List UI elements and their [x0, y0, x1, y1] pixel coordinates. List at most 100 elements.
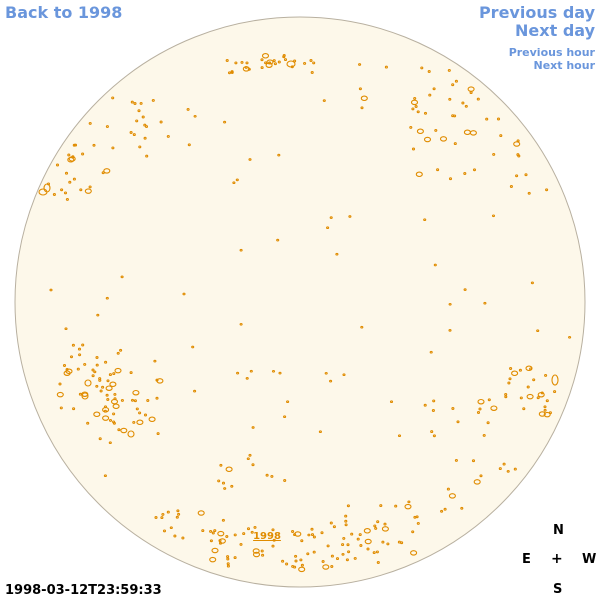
- contour-mark: [175, 515, 179, 519]
- contour-mark: [473, 479, 481, 485]
- contour-mark: [381, 526, 389, 532]
- contour-mark: [394, 504, 398, 508]
- contour-mark: [364, 538, 372, 545]
- contour-mark: [271, 369, 276, 373]
- contour-mark: [88, 121, 92, 125]
- year-link-label[interactable]: 1998: [253, 531, 281, 542]
- contour-mark: [511, 370, 519, 377]
- compass-south: S: [553, 582, 563, 597]
- year-link[interactable]: 1998: [253, 531, 281, 542]
- contour-mark: [532, 378, 536, 382]
- contour-mark: [525, 365, 533, 372]
- contour-mark: [72, 143, 76, 147]
- contour-mark: [209, 539, 213, 543]
- contour-mark: [103, 474, 107, 478]
- contour-mark: [353, 556, 357, 560]
- previous-day-link[interactable]: Previous day: [478, 3, 595, 22]
- contour-mark: [346, 543, 350, 547]
- contour-mark: [372, 551, 376, 555]
- contour-mark: [283, 479, 287, 482]
- contour-mark: [498, 467, 502, 471]
- contour-mark: [291, 530, 295, 533]
- contour-mark: [120, 275, 124, 279]
- contour-mark: [56, 391, 64, 398]
- contour-mark: [568, 335, 572, 339]
- back-to-year-link[interactable]: Back to 1998: [5, 3, 123, 22]
- previous-hour-link[interactable]: Previous hour: [508, 46, 595, 59]
- contour-mark: [278, 371, 282, 375]
- contour-mark: [322, 99, 326, 102]
- contour-mark: [530, 281, 534, 285]
- contour-mark: [58, 382, 62, 386]
- contour-mark: [91, 368, 95, 372]
- next-day-link[interactable]: Next day: [515, 21, 595, 40]
- contour-mark: [193, 389, 197, 393]
- contour-mark: [246, 457, 250, 461]
- contour-mark: [432, 87, 436, 91]
- contour-mark: [476, 97, 480, 101]
- contour-mark: [182, 292, 186, 296]
- contour-mark: [108, 441, 112, 445]
- contour-mark: [329, 379, 333, 383]
- contour-mark: [225, 59, 229, 62]
- contour-mark: [515, 174, 519, 178]
- contour-mark: [64, 171, 69, 175]
- contour-mark: [148, 416, 156, 423]
- contour-mark: [347, 550, 351, 554]
- contour-mark: [544, 373, 548, 377]
- contour-mark: [469, 130, 477, 136]
- contour-mark: [112, 403, 120, 410]
- contour-mark: [137, 109, 141, 113]
- contour-mark: [84, 379, 92, 387]
- contour-mark: [277, 153, 281, 157]
- contour-mark: [300, 539, 304, 543]
- contour-mark: [518, 368, 522, 372]
- next-hour-link[interactable]: Next hour: [533, 59, 596, 72]
- contour-mark: [416, 110, 420, 114]
- contour-mark: [139, 101, 143, 105]
- contour-mark: [133, 399, 137, 403]
- contour-mark: [112, 412, 116, 416]
- contour-mark: [230, 484, 234, 488]
- contour-mark: [312, 535, 316, 539]
- contour-mark: [251, 463, 255, 467]
- contour-mark: [329, 216, 333, 219]
- contour-mark: [508, 377, 512, 381]
- contour-mark: [375, 550, 379, 554]
- observation-timestamp: 1998-03-12T23:59:33: [5, 583, 162, 598]
- contour-mark: [283, 58, 288, 62]
- contour-mark: [507, 381, 511, 385]
- compass-east: E: [522, 552, 531, 567]
- contour-mark: [176, 509, 180, 513]
- contour-mark: [132, 133, 136, 137]
- contour-mark: [312, 61, 316, 65]
- contour-mark: [67, 153, 71, 157]
- contour-mark: [201, 529, 205, 533]
- contour-mark: [248, 158, 252, 161]
- contour-mark: [116, 351, 120, 355]
- contour-mark: [223, 487, 227, 490]
- contour-mark: [321, 560, 325, 563]
- contour-mark: [186, 107, 190, 111]
- contour-mark: [112, 421, 116, 425]
- compass-west: W: [582, 552, 597, 567]
- contour-mark: [306, 552, 310, 556]
- contour-mark: [502, 462, 506, 466]
- contour-mark: [479, 474, 483, 478]
- contour-mark: [451, 83, 455, 87]
- contour-mark: [545, 399, 549, 403]
- contour-mark: [359, 544, 363, 547]
- contour-mark: [60, 188, 64, 192]
- contour-mark: [348, 215, 352, 218]
- contour-mark: [221, 518, 225, 522]
- contour-mark: [464, 104, 468, 108]
- contour-mark: [98, 378, 102, 382]
- contour-mark: [345, 558, 349, 562]
- contour-mark: [155, 378, 159, 382]
- contour-mark: [409, 125, 413, 129]
- contour-mark: [226, 557, 230, 561]
- contour-mark: [366, 547, 370, 551]
- contour-mark: [230, 71, 234, 74]
- contour-mark: [453, 142, 457, 146]
